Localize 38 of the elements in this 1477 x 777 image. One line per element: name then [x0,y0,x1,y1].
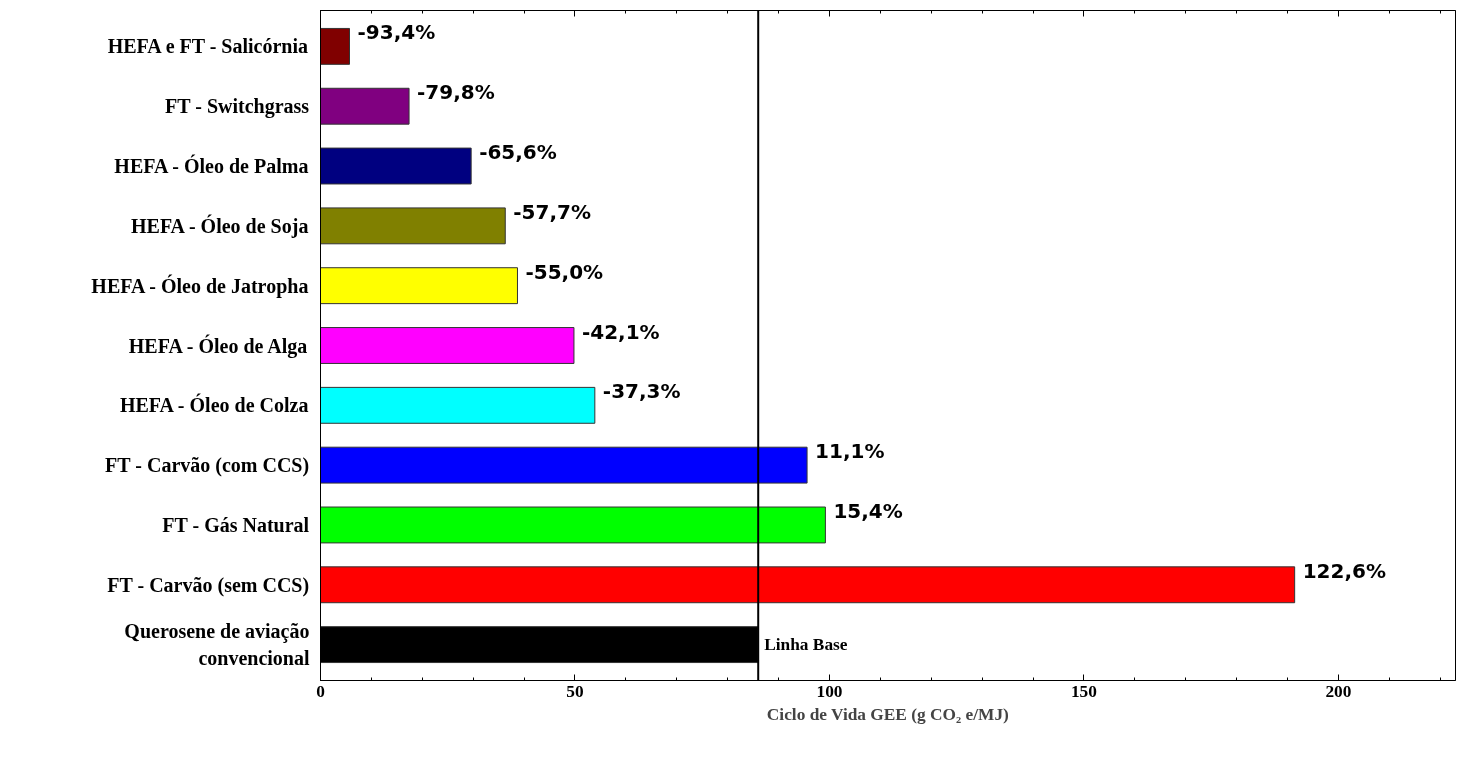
bar [320,87,410,125]
annotation: -42,1% [581,319,660,344]
x-tick-label: 200 [1325,681,1352,701]
y-tick-label: HEFA - Óleo de Alga [128,333,308,358]
x-axis-title: Ciclo de Vida GEE (g CO₂ e/MJ) [766,704,1010,724]
x-tick-label: 100 [816,681,843,701]
x-tick-label: 150 [1070,681,1097,701]
annotation: -37,3% [602,379,681,404]
bar [320,27,351,65]
annotation: 15,4% [833,498,903,523]
y-tick-label: FT - Carvão (com CCS) [105,454,310,478]
x-tick-label: 50 [566,681,584,701]
bar [320,267,518,305]
bar [320,566,1296,604]
annotation: -57,7% [513,199,591,224]
bar [320,386,596,424]
bar [320,327,575,364]
y-tick-label: FT - Gás Natural [162,513,310,536]
annotation: -55,0% [525,259,604,284]
bar [320,207,506,245]
ref-line-label: Linha Base [764,635,848,655]
y-tick-label: FT - Carvão (sem CCS) [107,573,310,597]
annotation: 11,1% [815,439,885,464]
y-tick-label: HEFA - Óleo de Palma [114,154,309,178]
x-tick-label: 0 [316,681,325,701]
bar [320,506,826,544]
y-tick-label: Querosene de aviação convencional [124,620,310,669]
annotation: -79,8% [417,80,495,105]
y-tick-label: HEFA - Óleo de Colza [119,393,309,417]
annotation: -65,6% [479,140,557,165]
y-tick-label: HEFA - Óleo de Soja [130,213,309,238]
y-tick-label: FT - Switchgrass [165,95,310,119]
bar [320,446,808,484]
annotation: 122,6% [1302,558,1386,583]
y-tick-label: HEFA e FT - Salicórnia [107,35,309,58]
annotation: -93,4% [357,20,436,45]
bar [320,147,472,185]
y-tick-label: HEFA - Óleo de Jatropha [91,273,309,298]
